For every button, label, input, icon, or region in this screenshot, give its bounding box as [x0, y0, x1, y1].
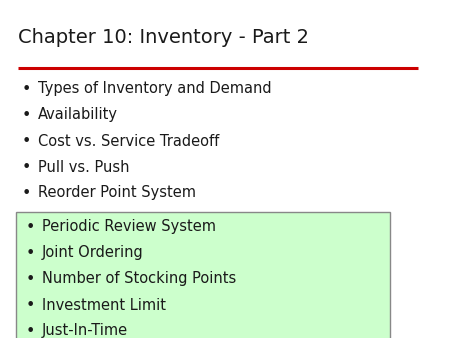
- Text: •: •: [26, 323, 36, 338]
- Text: •: •: [22, 134, 32, 148]
- Text: •: •: [26, 245, 36, 261]
- Text: •: •: [26, 297, 36, 313]
- Text: Reorder Point System: Reorder Point System: [38, 186, 196, 200]
- Text: •: •: [22, 186, 32, 200]
- Text: •: •: [22, 81, 32, 97]
- Text: •: •: [26, 271, 36, 287]
- Text: Number of Stocking Points: Number of Stocking Points: [42, 271, 236, 287]
- Text: Chapter 10: Inventory - Part 2: Chapter 10: Inventory - Part 2: [18, 28, 309, 47]
- Bar: [16, 212, 390, 338]
- Text: Types of Inventory and Demand: Types of Inventory and Demand: [38, 81, 272, 97]
- Text: •: •: [22, 160, 32, 174]
- Text: Availability: Availability: [38, 107, 118, 122]
- Text: •: •: [22, 107, 32, 122]
- Text: Cost vs. Service Tradeoff: Cost vs. Service Tradeoff: [38, 134, 219, 148]
- Text: Joint Ordering: Joint Ordering: [42, 245, 144, 261]
- Text: Periodic Review System: Periodic Review System: [42, 219, 216, 235]
- Text: •: •: [26, 219, 36, 235]
- Text: Pull vs. Push: Pull vs. Push: [38, 160, 130, 174]
- Text: Investment Limit: Investment Limit: [42, 297, 166, 313]
- Text: Just-In-Time: Just-In-Time: [42, 323, 128, 338]
